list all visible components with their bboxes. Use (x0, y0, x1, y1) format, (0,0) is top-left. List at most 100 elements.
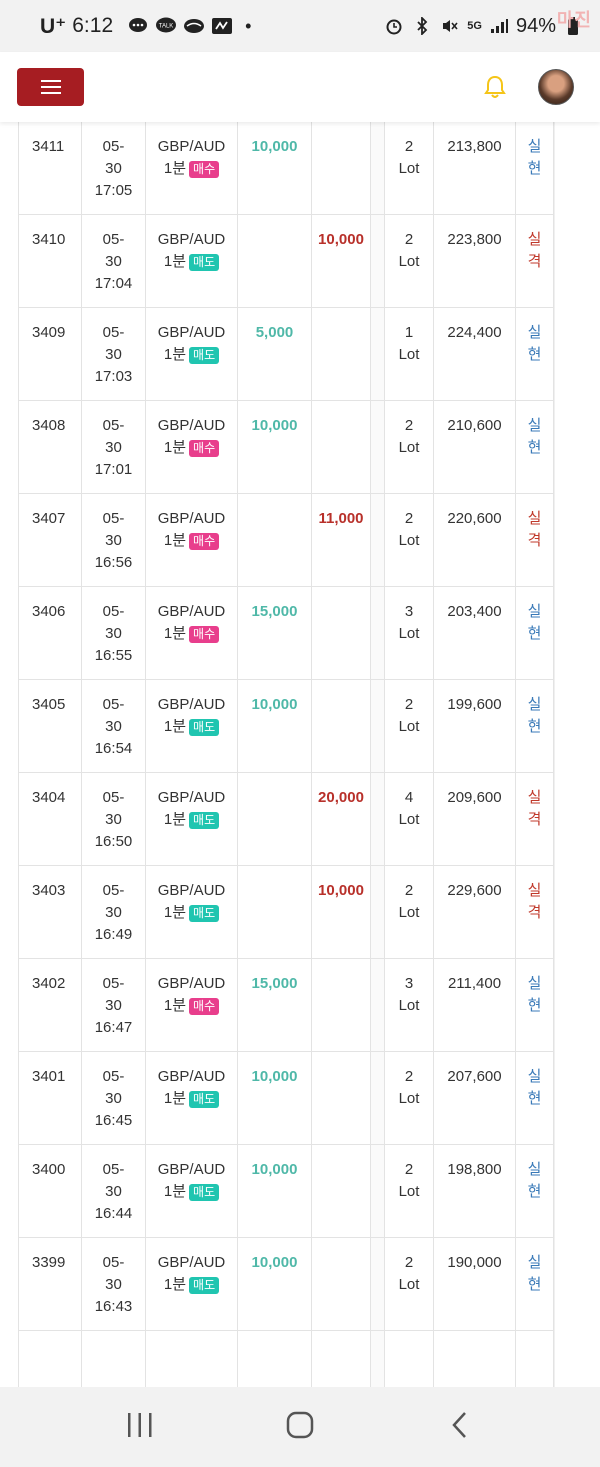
trade-instrument: GBP/AUD 1분 매수 (145, 494, 237, 586)
side-badge: 매도 (189, 904, 220, 922)
trade-date-day: 30 (105, 160, 122, 177)
trade-interval-line: 1분 매도 (146, 251, 237, 273)
menu-button[interactable] (17, 68, 84, 106)
balance: 224,400 (433, 308, 515, 400)
table-row: 3406 05- 30 16:55 GBP/AUD 1분 매수 15,000 3 Lot 203,4… (18, 587, 554, 680)
trade-interval-line: 1분 매도 (146, 1088, 237, 1110)
trade-date-month: 05- (102, 510, 125, 527)
trade-history-table: 3017:061분매수Lot현341105-3017:05GBP/AUD1분매수… (18, 122, 554, 1387)
lot-size: 2 Lot (384, 1145, 433, 1237)
trade-interval: 1분 (163, 1276, 187, 1293)
back-button[interactable] (430, 1402, 490, 1452)
trade-date-day: 30 (105, 625, 122, 642)
trade-interval-line: 1분 매도 (146, 1274, 237, 1296)
result-char-2: 격 (527, 811, 542, 828)
lot-count: 2 (404, 882, 414, 899)
trade-id: 3404 (18, 773, 81, 865)
trade-date-day: 30 (105, 1090, 122, 1107)
trade-date-month: 05- (102, 138, 125, 155)
loss-amount: 10,000 (311, 866, 370, 958)
trade-id: 3405 (18, 680, 81, 772)
trade-interval: 1분 (163, 997, 187, 1014)
result-char-2: 현 (527, 718, 542, 735)
bell-icon[interactable] (482, 74, 508, 100)
result-char-2: 격 (527, 904, 542, 921)
column-gap (370, 680, 384, 772)
lot-unit: Lot (398, 439, 420, 456)
trade-id: 3407 (18, 494, 81, 586)
table-row: 3405 05- 30 16:54 GBP/AUD 1분 매도 10,000 2 Lot 199,6… (18, 680, 554, 773)
balance: 207,600 (433, 1052, 515, 1144)
profit-amount: 10,000 (237, 1238, 311, 1330)
trade-interval: 1분 (163, 253, 187, 270)
column-gap (370, 122, 384, 214)
lot-unit: Lot (398, 532, 420, 549)
result-char-2: 격 (527, 253, 542, 270)
mute-icon (439, 15, 461, 37)
lot-size: 2 Lot (384, 1238, 433, 1330)
trade-interval-line: 1분 매도 (146, 1181, 237, 1203)
status-bar: U⁺ 6:12 TALK • 5G 94% (0, 0, 600, 52)
table-row: 3407 05- 30 16:56 GBP/AUD 1분 매수 11,000 2 Lot 220,6… (18, 494, 554, 587)
chat-bubble-icon (127, 15, 149, 37)
profit-amount: 10,000 (237, 1145, 311, 1237)
trade-time: 16:50 (94, 833, 133, 850)
trade-datetime: 05- 30 17:05 (81, 122, 145, 214)
trade-interval: 1분 (163, 811, 187, 828)
lot-unit: Lot (398, 625, 420, 642)
result-char-2: 현 (527, 160, 542, 177)
status-right: 5G 94% (383, 15, 584, 38)
column-gap (370, 1238, 384, 1330)
trade-id: 3403 (18, 866, 81, 958)
trade-instrument: GBP/AUD 1분 매수 (145, 401, 237, 493)
column-gap (370, 215, 384, 307)
trade-instrument: GBP/AUD 1분 매도 (145, 1052, 237, 1144)
trade-datetime: 05- 30 16:47 (81, 959, 145, 1051)
column-gap (370, 959, 384, 1051)
recent-apps-button[interactable] (110, 1402, 170, 1452)
result-char-2: 현 (527, 1090, 542, 1107)
home-icon (285, 1410, 315, 1445)
alarm-icon (383, 15, 405, 37)
trade-id: 3409 (18, 308, 81, 400)
side-badge: 매도 (189, 811, 220, 829)
trade-time: 16:56 (94, 554, 133, 571)
trade-id (18, 1331, 81, 1387)
currency-pair: GBP/AUD (157, 789, 226, 806)
lot-count: 2 (404, 510, 414, 527)
more-notifications-dot-icon: • (245, 15, 252, 36)
trade-interval: 1분 (163, 1183, 187, 1200)
trade-datetime: 05- 30 16:50 (81, 773, 145, 865)
trade-time: 17:03 (94, 368, 133, 385)
lot-count: 2 (404, 696, 414, 713)
trade-date-month: 05- (102, 696, 125, 713)
right-margin (554, 122, 600, 1387)
home-button[interactable] (270, 1402, 330, 1452)
profit-amount: 15,000 (237, 959, 311, 1051)
table-row (18, 1331, 554, 1387)
lot-count: 2 (404, 1161, 414, 1178)
side-badge: 매수 (189, 160, 220, 178)
trade-instrument: GBP/AUD 1분 매수 (145, 122, 237, 214)
balance: 213,800 (433, 122, 515, 214)
trade-datetime: 05- 30 16:43 (81, 1238, 145, 1330)
avatar[interactable] (538, 69, 574, 105)
result-char-1: 실 (527, 696, 542, 713)
profit-amount: 5,000 (237, 308, 311, 400)
balance: 209,600 (433, 773, 515, 865)
currency-pair: GBP/AUD (157, 324, 226, 341)
watermark-logo: 마진 (556, 10, 592, 30)
trade-interval: 1분 (163, 439, 187, 456)
trade-time: 16:44 (94, 1205, 133, 1222)
currency-pair: GBP/AUD (157, 882, 226, 899)
trade-interval: 1분 (163, 532, 187, 549)
column-gap (370, 494, 384, 586)
result-char-1: 실 (527, 417, 542, 434)
